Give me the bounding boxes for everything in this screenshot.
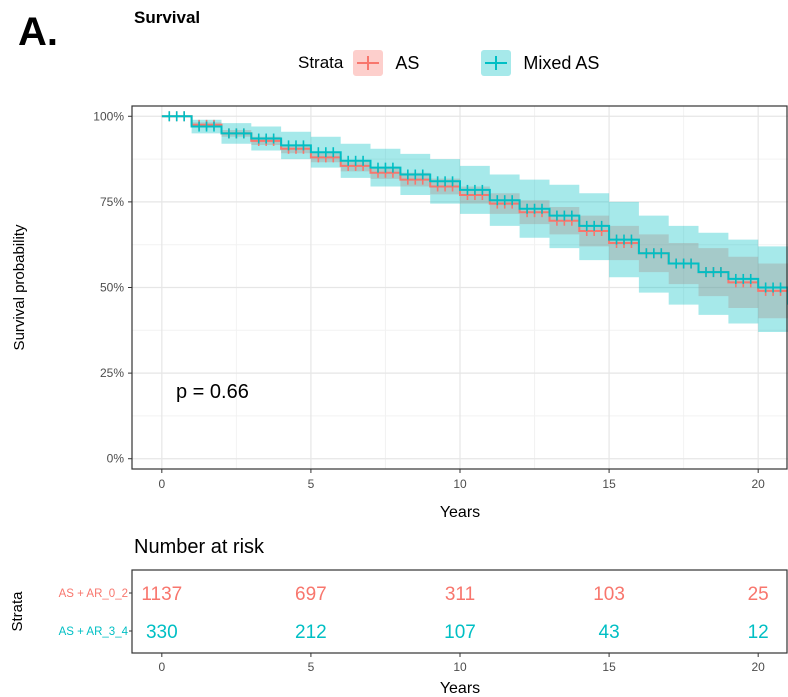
- risk-count-as-ar-0-2: 25: [748, 584, 769, 605]
- y-axis-label: Survival probability: [11, 224, 28, 350]
- survival-line-mixed-as: [161, 115, 788, 305]
- risk-row-label-as-ar-3-4: AS + AR_3_4: [59, 626, 129, 638]
- risk-count-as-ar-3-4: 107: [444, 622, 476, 643]
- chart-title: Survival: [134, 8, 201, 27]
- legend-label-as: AS: [395, 52, 420, 73]
- risk-count-as-ar-3-4: 12: [748, 622, 769, 643]
- risk-x-tick-label: 20: [752, 660, 766, 674]
- risk-count-as-ar-0-2: 311: [445, 584, 475, 605]
- risk-x-tick-label: 0: [158, 660, 165, 674]
- legend-key-as: [353, 50, 384, 76]
- y-tick-label: 100%: [93, 109, 124, 123]
- legend-title: Strata: [298, 53, 344, 72]
- x-tick-label: 5: [308, 477, 315, 491]
- risk-table-title: Number at risk: [134, 536, 265, 558]
- risk-count-as-ar-3-4: 212: [295, 622, 327, 643]
- y-tick-label: 75%: [100, 195, 124, 209]
- risk-x-axis-label: Years: [440, 680, 480, 697]
- x-tick-label: 20: [752, 477, 766, 491]
- x-tick-label: 15: [602, 477, 616, 491]
- legend-key-mixed-as: [481, 50, 512, 76]
- survival-curves: [161, 111, 788, 343]
- legend: Strata AS Mixed AS: [298, 48, 661, 78]
- risk-x-tick-label: 10: [453, 660, 467, 674]
- x-axis-label: Years: [440, 504, 480, 521]
- y-tick-label: 50%: [100, 281, 124, 295]
- panel-label: A.: [18, 10, 58, 54]
- risk-y-axis-label: Strata: [9, 591, 26, 632]
- risk-row-label-as-ar-0-2: AS + AR_0_2: [59, 588, 128, 600]
- risk-count-as-ar-0-2: 697: [295, 584, 327, 605]
- ci-band-mixed-as: [161, 116, 788, 343]
- risk-count-as-ar-3-4: 330: [146, 622, 178, 643]
- legend-label-mixed-as: Mixed AS: [523, 52, 600, 73]
- x-tick-label: 10: [453, 477, 467, 491]
- risk-count-as-ar-3-4: 43: [599, 622, 620, 643]
- p-value-annotation: p = 0.66: [176, 381, 249, 403]
- y-tick-label: 0%: [107, 452, 125, 466]
- x-tick-label: 0: [158, 477, 165, 491]
- risk-x-tick-label: 15: [602, 660, 616, 674]
- risk-count-as-ar-0-2: 103: [593, 584, 625, 605]
- risk-count-as-ar-0-2: 1137: [141, 584, 182, 605]
- y-tick-label: 25%: [100, 366, 124, 380]
- risk-x-tick-label: 5: [308, 660, 315, 674]
